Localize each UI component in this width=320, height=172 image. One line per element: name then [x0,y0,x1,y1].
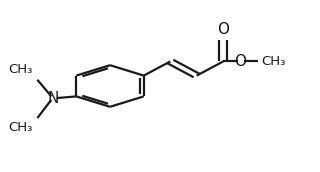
Text: CH₃: CH₃ [8,63,33,76]
Text: N: N [47,91,59,106]
Text: CH₃: CH₃ [8,121,33,134]
Text: O: O [234,54,246,69]
Text: CH₃: CH₃ [261,55,285,68]
Text: O: O [217,22,229,37]
